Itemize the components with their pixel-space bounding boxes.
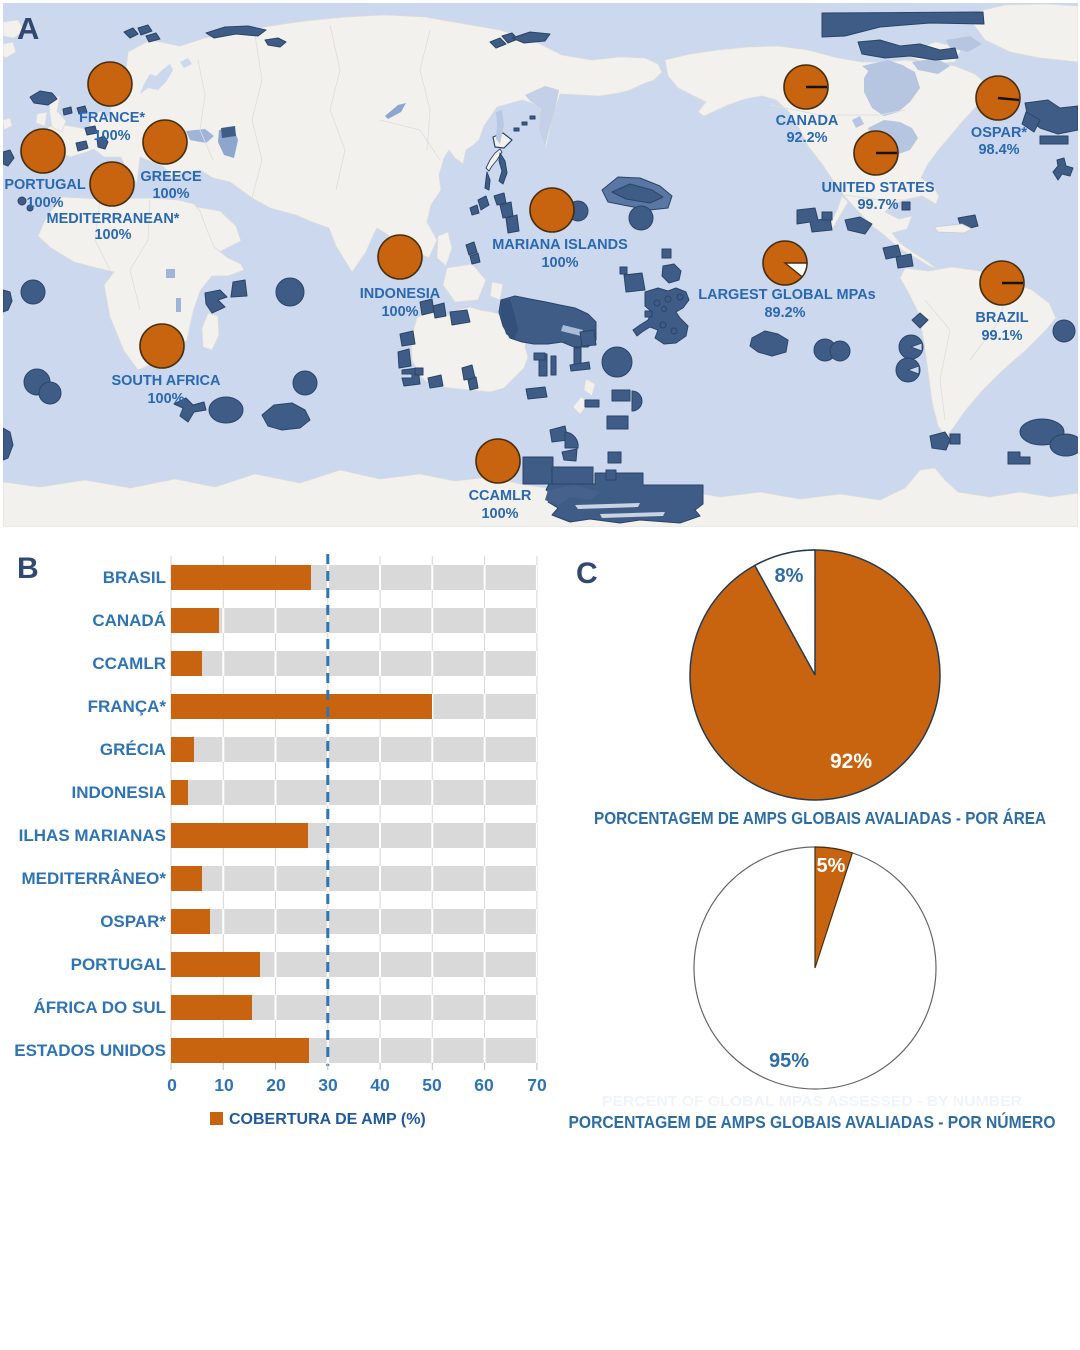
- svg-text:99.1%: 99.1%: [981, 328, 1022, 344]
- svg-text:92.2%: 92.2%: [786, 130, 827, 146]
- svg-text:GRÉCIA: GRÉCIA: [100, 740, 166, 759]
- svg-text:70: 70: [527, 1075, 547, 1095]
- svg-text:CANADÁ: CANADÁ: [92, 611, 166, 630]
- svg-text:60: 60: [474, 1075, 494, 1095]
- svg-text:GREECE: GREECE: [140, 169, 202, 185]
- svg-text:CCAMLR: CCAMLR: [92, 654, 166, 673]
- svg-text:92%: 92%: [830, 750, 872, 773]
- svg-text:100%: 100%: [381, 304, 418, 320]
- svg-text:99.7%: 99.7%: [857, 197, 898, 213]
- svg-text:ILHAS MARIANAS: ILHAS MARIANAS: [19, 826, 166, 845]
- svg-text:PORTUGAL: PORTUGAL: [4, 177, 86, 193]
- svg-text:100%: 100%: [481, 506, 518, 522]
- svg-text:C: C: [576, 557, 598, 590]
- svg-text:A: A: [17, 11, 39, 46]
- svg-text:20: 20: [266, 1075, 286, 1095]
- svg-text:100%: 100%: [541, 255, 578, 271]
- svg-text:ESTADOS UNIDOS: ESTADOS UNIDOS: [14, 1041, 166, 1060]
- svg-text:100%: 100%: [26, 195, 63, 211]
- svg-text:98.4%: 98.4%: [978, 142, 1019, 158]
- svg-text:INDONESIA: INDONESIA: [360, 286, 441, 302]
- svg-text:MEDITERRANEAN*: MEDITERRANEAN*: [47, 211, 180, 227]
- svg-text:0: 0: [167, 1075, 177, 1095]
- svg-text:5%: 5%: [817, 855, 846, 877]
- svg-text:50: 50: [422, 1075, 442, 1095]
- svg-text:B: B: [17, 552, 39, 585]
- svg-text:FRANÇA*: FRANÇA*: [88, 697, 167, 716]
- svg-text:UNITED STATES: UNITED STATES: [821, 180, 934, 196]
- svg-text:BRAZIL: BRAZIL: [975, 310, 1028, 326]
- svg-text:BRASIL: BRASIL: [103, 568, 166, 587]
- svg-text:COBERTURA DE AMP (%): COBERTURA DE AMP (%): [229, 1111, 426, 1128]
- svg-text:40: 40: [370, 1075, 390, 1095]
- svg-text:SOUTH AFRICA: SOUTH AFRICA: [111, 373, 221, 389]
- svg-text:100%: 100%: [147, 391, 184, 407]
- svg-text:100%: 100%: [152, 186, 189, 202]
- svg-text:95%: 95%: [769, 1050, 809, 1072]
- svg-text:PERCENT OF GLOBAL MPAS ASSESSE: PERCENT OF GLOBAL MPAS ASSESSED - BY NUM…: [602, 1093, 1022, 1110]
- svg-text:10: 10: [214, 1075, 234, 1095]
- svg-text:OSPAR*: OSPAR*: [100, 912, 166, 931]
- svg-text:INDONESIA: INDONESIA: [72, 783, 166, 802]
- svg-text:PORCENTAGEM DE AMPS GLOBAIS AV: PORCENTAGEM DE AMPS GLOBAIS AVALIADAS - …: [594, 807, 1046, 828]
- svg-text:CCAMLR: CCAMLR: [469, 488, 532, 504]
- svg-text:89.2%: 89.2%: [764, 305, 805, 321]
- svg-text:8%: 8%: [775, 565, 804, 587]
- svg-text:FRANCE*: FRANCE*: [79, 110, 145, 126]
- svg-text:30: 30: [318, 1075, 338, 1095]
- svg-text:ÁFRICA DO SUL: ÁFRICA DO SUL: [33, 998, 166, 1017]
- svg-text:MARIANA ISLANDS: MARIANA ISLANDS: [492, 237, 628, 253]
- svg-text:PORCENTAGEM DE AMPS GLOBAIS AV: PORCENTAGEM DE AMPS GLOBAIS AVALIADAS - …: [569, 1111, 1056, 1132]
- svg-text:CANADA: CANADA: [776, 113, 839, 129]
- svg-text:100%: 100%: [93, 128, 130, 144]
- svg-text:PORTUGAL: PORTUGAL: [71, 955, 166, 974]
- svg-text:MEDITERRÂNEO*: MEDITERRÂNEO*: [21, 869, 166, 888]
- svg-text:OSPAR*: OSPAR*: [971, 125, 1027, 141]
- svg-text:100%: 100%: [94, 227, 131, 243]
- svg-text:LARGEST GLOBAL MPAs: LARGEST GLOBAL MPAs: [698, 287, 876, 303]
